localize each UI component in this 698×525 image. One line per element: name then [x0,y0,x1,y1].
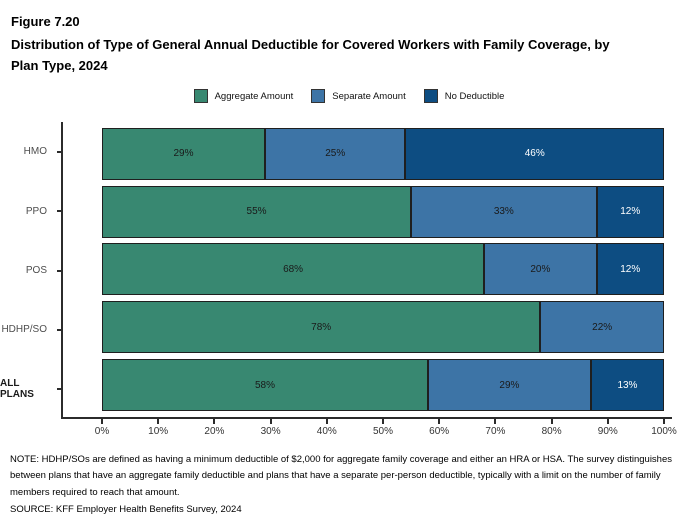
x-axis-tick-mark [606,419,609,424]
note-text: NOTE: HDHP/SOs are defined as having a m… [10,454,672,498]
x-axis-tick-label: 60% [429,426,450,437]
bar-row: 58% 29% 13% [102,359,664,412]
bar-segment: 12% [596,185,664,238]
x-axis-tick-label: 90% [597,426,618,437]
x-axis-tick-label: 20% [204,426,225,437]
bar-segment: 55% [102,185,412,238]
x-axis-tick-label: 30% [260,426,281,437]
source-text: SOURCE: KFF Employer Health Benefits Sur… [10,503,242,515]
bar-segment: 22% [540,301,664,354]
bar-value-label: 12% [620,206,641,218]
bar-segment: 58% [102,359,428,412]
bar-segment: 25% [264,127,406,180]
bar-value-label: 55% [246,206,267,218]
bar-row: 68% 20% 12% [102,243,664,296]
bar-segment: 68% [102,243,485,296]
figure-number: Figure 7.20 [11,14,80,29]
bar-value-label: 29% [173,148,194,160]
x-axis-tick-label: 10% [148,426,169,437]
bar-value-label: 12% [620,263,641,275]
y-axis-label: POS [0,241,57,300]
bar-value-label: 78% [311,321,332,333]
y-axis-label: HMO [0,122,57,181]
x-axis-tick-mark [213,419,216,424]
bar-value-label: 25% [325,148,346,160]
bar-segment: 46% [405,127,664,180]
bar-row: 78% 22% [102,301,664,354]
x-axis-tick-label: 80% [541,426,562,437]
bar-segment: 33% [411,185,597,238]
bar-segment: 29% [102,127,265,180]
bar-segment: 29% [427,359,591,412]
x-axis-tick-label: 0% [94,426,110,437]
legend-label: No Deductible [444,90,505,102]
bar-value-label: 68% [283,263,304,275]
bar-segment: 13% [590,359,664,412]
x-axis-tick-label: 100% [651,426,677,437]
x-axis-tick-mark [663,419,665,424]
legend-label: Separate Amount [332,90,406,102]
x-axis-tick-label: 50% [372,426,394,437]
figure-title: Distribution of Type of General Annual D… [11,37,610,73]
legend-swatch-icon [193,89,208,103]
x-axis-tick-mark [382,419,384,424]
bar-row: 55% 33% 12% [102,185,664,238]
x-axis-tick-mark [157,419,160,424]
bar-value-label: 29% [499,379,520,391]
notes-block: NOTE: HDHP/SOs are defined as having a m… [0,452,698,518]
y-axis-label: HDHP/SO [0,300,57,359]
x-axis-tick-mark [438,419,441,424]
x-axis-tick-mark [101,419,103,424]
x-axis-tick-mark [269,419,272,424]
bar-segment: 20% [484,243,597,296]
legend-swatch-icon [311,89,326,103]
bar-value-label: 20% [530,263,551,275]
legend-label: Aggregate Amount [214,90,294,102]
legend-item: Separate Amount [311,89,406,103]
x-axis-tick-mark [494,419,497,424]
y-axis-labels: HMO PPO POS HDHP/SO ALL PLANS [0,122,57,419]
plot-area: 29% 25% 46% 55% 33% 12% 68% 20% 12% 78% 22% 58% 29% 1… [61,122,677,437]
x-axis-tick-mark [550,419,553,424]
bars-area: 29% 25% 46% 55% 33% 12% 68% 20% 12% 78% 22% 58% 29% 1… [95,122,677,437]
legend-item: No Deductible [423,89,505,103]
bar-value-label: 13% [617,379,638,391]
bar-segment: 12% [596,243,664,296]
x-axis-tick-label: 70% [485,426,506,437]
bar-row: 29% 25% 46% [102,127,664,180]
y-axis-label: PPO [0,181,57,240]
bar-segment: 78% [102,301,541,354]
y-axis-label: ALL PLANS [0,360,57,419]
title-block: Figure 7.20 Distribution of Type of Gene… [0,0,698,76]
legend-swatch-icon [423,89,438,103]
x-axis-tick-label: 40% [316,426,337,437]
bar-value-label: 58% [254,379,275,391]
legend-item: Aggregate Amount [193,89,294,103]
legend: Aggregate Amount Separate Amount No Deduct… [0,87,698,105]
stacked-bar-chart: HMO PPO POS HDHP/SO ALL PLANS 29% 25% 46% 55% 33… [0,122,698,437]
bar-value-label: 22% [592,321,613,333]
x-axis-tick-mark [325,419,328,424]
bar-value-label: 33% [493,206,514,218]
bar-value-label: 46% [524,148,545,160]
